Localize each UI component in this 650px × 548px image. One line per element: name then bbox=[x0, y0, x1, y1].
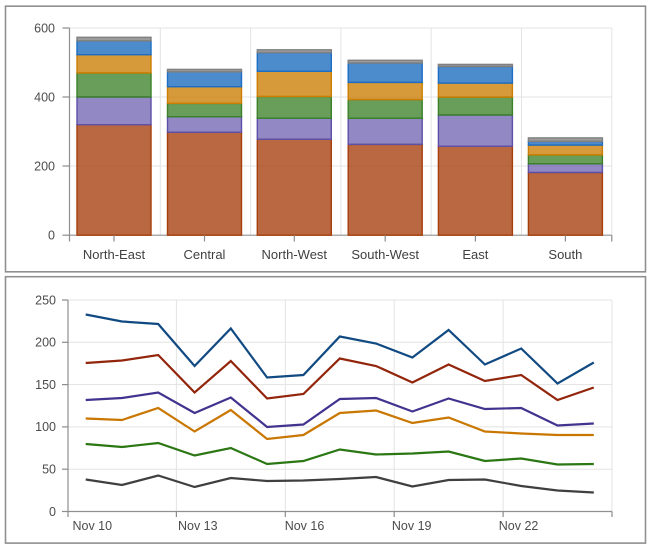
svg-text:Nov 19: Nov 19 bbox=[392, 519, 432, 533]
svg-text:Central: Central bbox=[184, 247, 226, 262]
svg-text:North-West: North-West bbox=[262, 247, 328, 262]
svg-text:600: 600 bbox=[34, 21, 55, 35]
svg-text:50: 50 bbox=[42, 463, 56, 477]
svg-text:South: South bbox=[548, 247, 582, 262]
svg-text:150: 150 bbox=[35, 378, 56, 392]
svg-text:Nov 13: Nov 13 bbox=[178, 519, 218, 533]
svg-text:South-West: South-West bbox=[351, 247, 419, 262]
svg-text:400: 400 bbox=[34, 90, 55, 104]
svg-text:200: 200 bbox=[35, 336, 56, 350]
svg-text:Nov 16: Nov 16 bbox=[285, 519, 325, 533]
svg-text:East: East bbox=[462, 247, 488, 262]
svg-text:North-East: North-East bbox=[83, 247, 146, 262]
svg-text:100: 100 bbox=[35, 420, 56, 434]
svg-text:0: 0 bbox=[48, 229, 55, 243]
svg-text:0: 0 bbox=[49, 505, 56, 519]
svg-text:Nov 22: Nov 22 bbox=[499, 519, 539, 533]
svg-text:Nov 10: Nov 10 bbox=[72, 519, 112, 533]
svg-text:250: 250 bbox=[35, 293, 56, 307]
svg-text:200: 200 bbox=[34, 159, 55, 173]
